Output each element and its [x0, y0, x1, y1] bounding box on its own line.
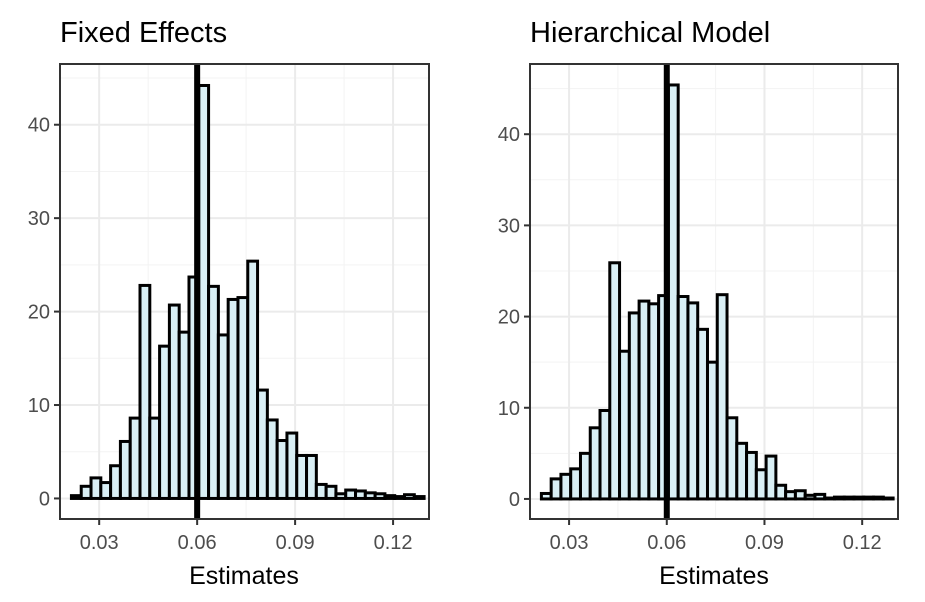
x-axis-label: Estimates: [189, 562, 299, 590]
y-tick-label: 30: [28, 208, 50, 230]
plot-area: 0.03 0.06 0.09 0.12 0 10 20 30 40: [28, 63, 430, 554]
x-tick-label: 0.12: [843, 532, 882, 554]
histogram-bar: [715, 293, 729, 501]
y-tick-label: 0: [39, 488, 50, 510]
y-tick-label: 10: [28, 395, 50, 417]
x-tick-label: 0.12: [374, 532, 413, 554]
x-tick-label: 0.06: [647, 532, 686, 554]
x-tick-label: 0.06: [178, 532, 217, 554]
x-axis-label: Estimates: [659, 562, 769, 590]
panel-hierarchical-model: 0.03 0.06 0.09 0.12 0 10 20 30 40 Hierarchical M…: [498, 17, 899, 590]
y-tick-label: 20: [498, 307, 520, 329]
y-tick-label: 40: [498, 124, 520, 146]
y-tick-label: 30: [498, 215, 520, 237]
panel-title: Hierarchical Model: [530, 17, 770, 49]
histogram-bar: [412, 495, 426, 500]
panel-title: Fixed Effects: [60, 17, 227, 49]
y-tick-label: 0: [509, 489, 520, 511]
panel-border: [59, 63, 430, 520]
x-tick-label: 0.09: [276, 532, 315, 554]
x-tick-label: 0.03: [80, 532, 119, 554]
y-tick-label: 40: [28, 115, 50, 137]
histogram-bar: [246, 259, 260, 500]
histogram-bar: [881, 496, 895, 501]
x-tick-label: 0.03: [550, 532, 589, 554]
y-tick-label: 20: [28, 302, 50, 324]
histogram-bar: [138, 283, 152, 500]
histogram-bar: [764, 454, 778, 501]
plot-area: 0.03 0.06 0.09 0.12 0 10 20 30 40: [498, 63, 899, 554]
x-tick-label: 0.09: [745, 532, 784, 554]
histogram-bar: [305, 453, 318, 500]
panel-border: [529, 63, 899, 520]
y-tick-label: 10: [498, 398, 520, 420]
